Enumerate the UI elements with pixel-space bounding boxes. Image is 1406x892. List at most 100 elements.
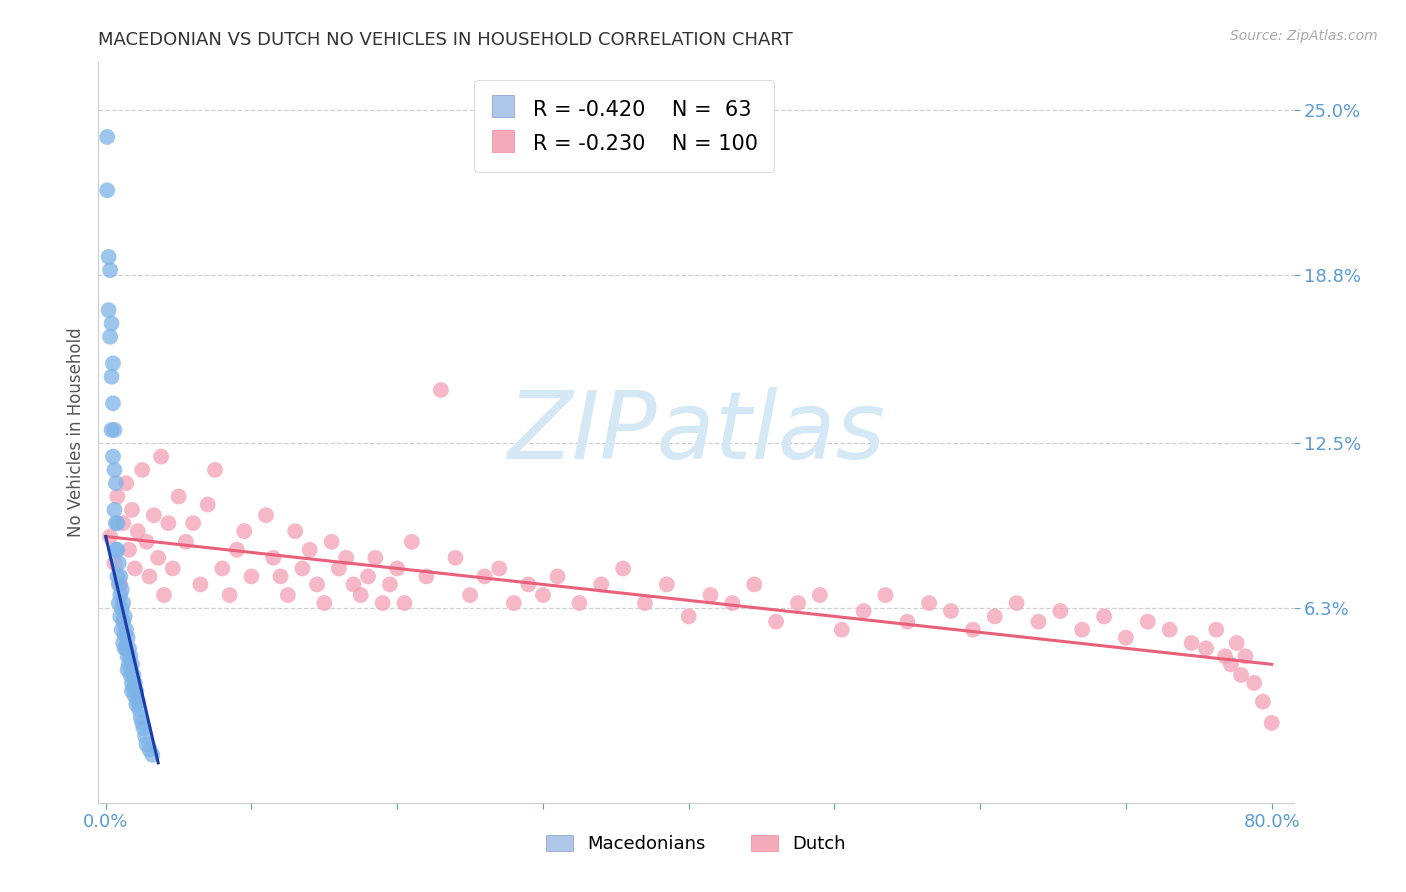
Point [831,623,853,637]
Point [110,609,132,624]
Point [262,550,284,565]
Point [121,657,143,672]
Point [634,596,657,610]
Point [984,609,1007,624]
Point [124,690,146,704]
Point [127,695,149,709]
Point [721,596,744,610]
Point [118,542,141,557]
Point [129,710,152,724]
Point [103,423,125,437]
Point [1251,695,1274,709]
Point [1159,623,1181,637]
Point [699,588,721,602]
Point [314,596,336,610]
Point [135,737,157,751]
Point [765,615,787,629]
Point [120,649,142,664]
Point [254,508,277,523]
Point [98,263,121,277]
Point [962,623,984,637]
Point [174,534,197,549]
Point [612,561,634,575]
Point [110,569,132,583]
Point [132,721,155,735]
Point [1219,657,1241,672]
Point [101,396,124,410]
Point [270,569,292,583]
Point [96,183,118,197]
Point [101,450,124,464]
Point [1205,623,1227,637]
Point [678,609,700,624]
Point [1226,636,1249,650]
Point [122,681,145,696]
Point [131,715,153,730]
Point [128,703,150,717]
Point [1213,649,1236,664]
Point [190,577,212,591]
Point [1049,604,1071,618]
Point [104,476,127,491]
Point [110,577,132,591]
Point [357,569,380,583]
Point [135,534,157,549]
Point [591,577,613,591]
Point [350,588,373,602]
Point [142,508,165,523]
Point [896,615,918,629]
Point [474,569,496,583]
Point [101,356,124,370]
Point [1071,623,1094,637]
Point [138,569,160,583]
Point [112,516,135,531]
Point [284,524,307,538]
Point [401,534,423,549]
Point [121,684,143,698]
Point [117,663,139,677]
Point [103,463,125,477]
Point [115,476,138,491]
Point [105,569,128,583]
Point [321,534,343,549]
Point [1005,596,1028,610]
Point [121,676,143,690]
Point [153,588,176,602]
Point [342,577,364,591]
Point [115,623,138,637]
Text: MACEDONIAN VS DUTCH NO VEHICLES IN HOUSEHOLD CORRELATION CHART: MACEDONIAN VS DUTCH NO VEHICLES IN HOUSE… [98,31,793,49]
Point [97,303,120,318]
Point [121,503,143,517]
Point [1028,615,1050,629]
Point [328,561,350,575]
Point [127,524,149,538]
Point [277,588,299,602]
Point [875,588,897,602]
Point [114,609,136,624]
Point [1136,615,1159,629]
Point [385,561,409,575]
Point [415,569,437,583]
Point [655,577,678,591]
Text: ZIPatlas: ZIPatlas [508,387,884,478]
Point [430,383,453,397]
Point [1234,649,1257,664]
Point [305,577,328,591]
Point [1180,636,1202,650]
Point [118,657,141,672]
Point [125,698,148,712]
Point [118,641,141,656]
Point [1092,609,1115,624]
Point [100,317,122,331]
Point [181,516,204,531]
Point [852,604,875,618]
Point [111,623,134,637]
Point [117,649,139,664]
Point [105,490,128,504]
Point [211,561,233,575]
Point [787,596,810,610]
Point [112,596,135,610]
Point [568,596,591,610]
Point [112,615,135,629]
Point [394,596,416,610]
